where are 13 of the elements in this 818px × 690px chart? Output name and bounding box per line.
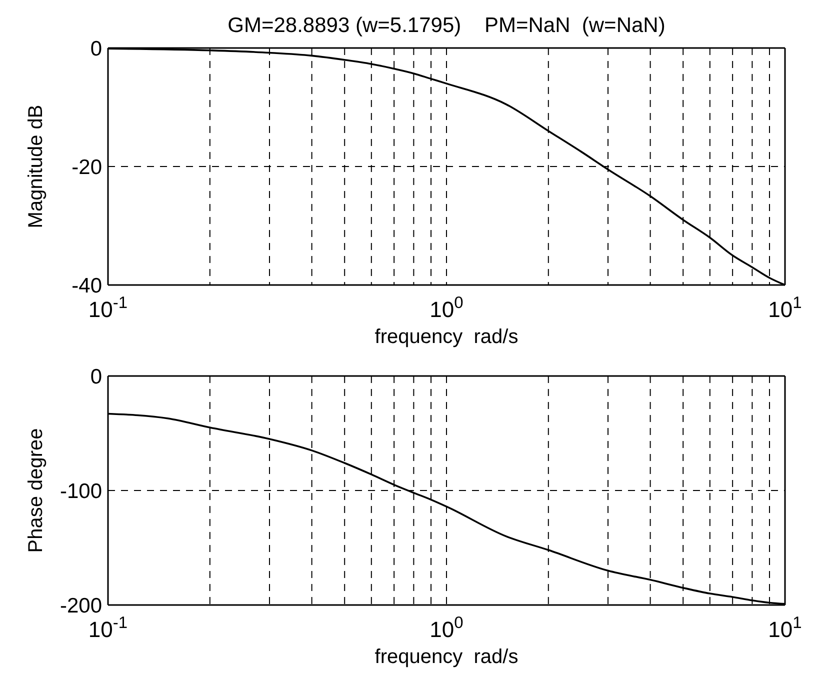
y-tick-label: -100 [60,480,102,503]
x-tick-label: 10$^{0}$ [430,614,464,642]
x-axis-title: frequency rad/s [374,646,518,668]
x-tick-label: 10$^{0}$ [430,294,464,322]
y-axis-title: Phase degree [25,428,47,553]
x-tick-label: 10$^{1}$ [768,614,802,642]
y-axis-title: Magnitude dB [25,104,47,228]
x-axis-title: frequency rad/s [374,326,518,348]
y-tick-label: 0 [90,365,102,388]
y-tick-label: 0 [90,37,102,60]
chart-title: GM=28.8893 (w=5.1795) PM=NaN (w=NaN) [228,14,666,37]
x-tick-label: 10$^{1}$ [768,294,802,322]
y-tick-label: -20 [72,156,102,179]
